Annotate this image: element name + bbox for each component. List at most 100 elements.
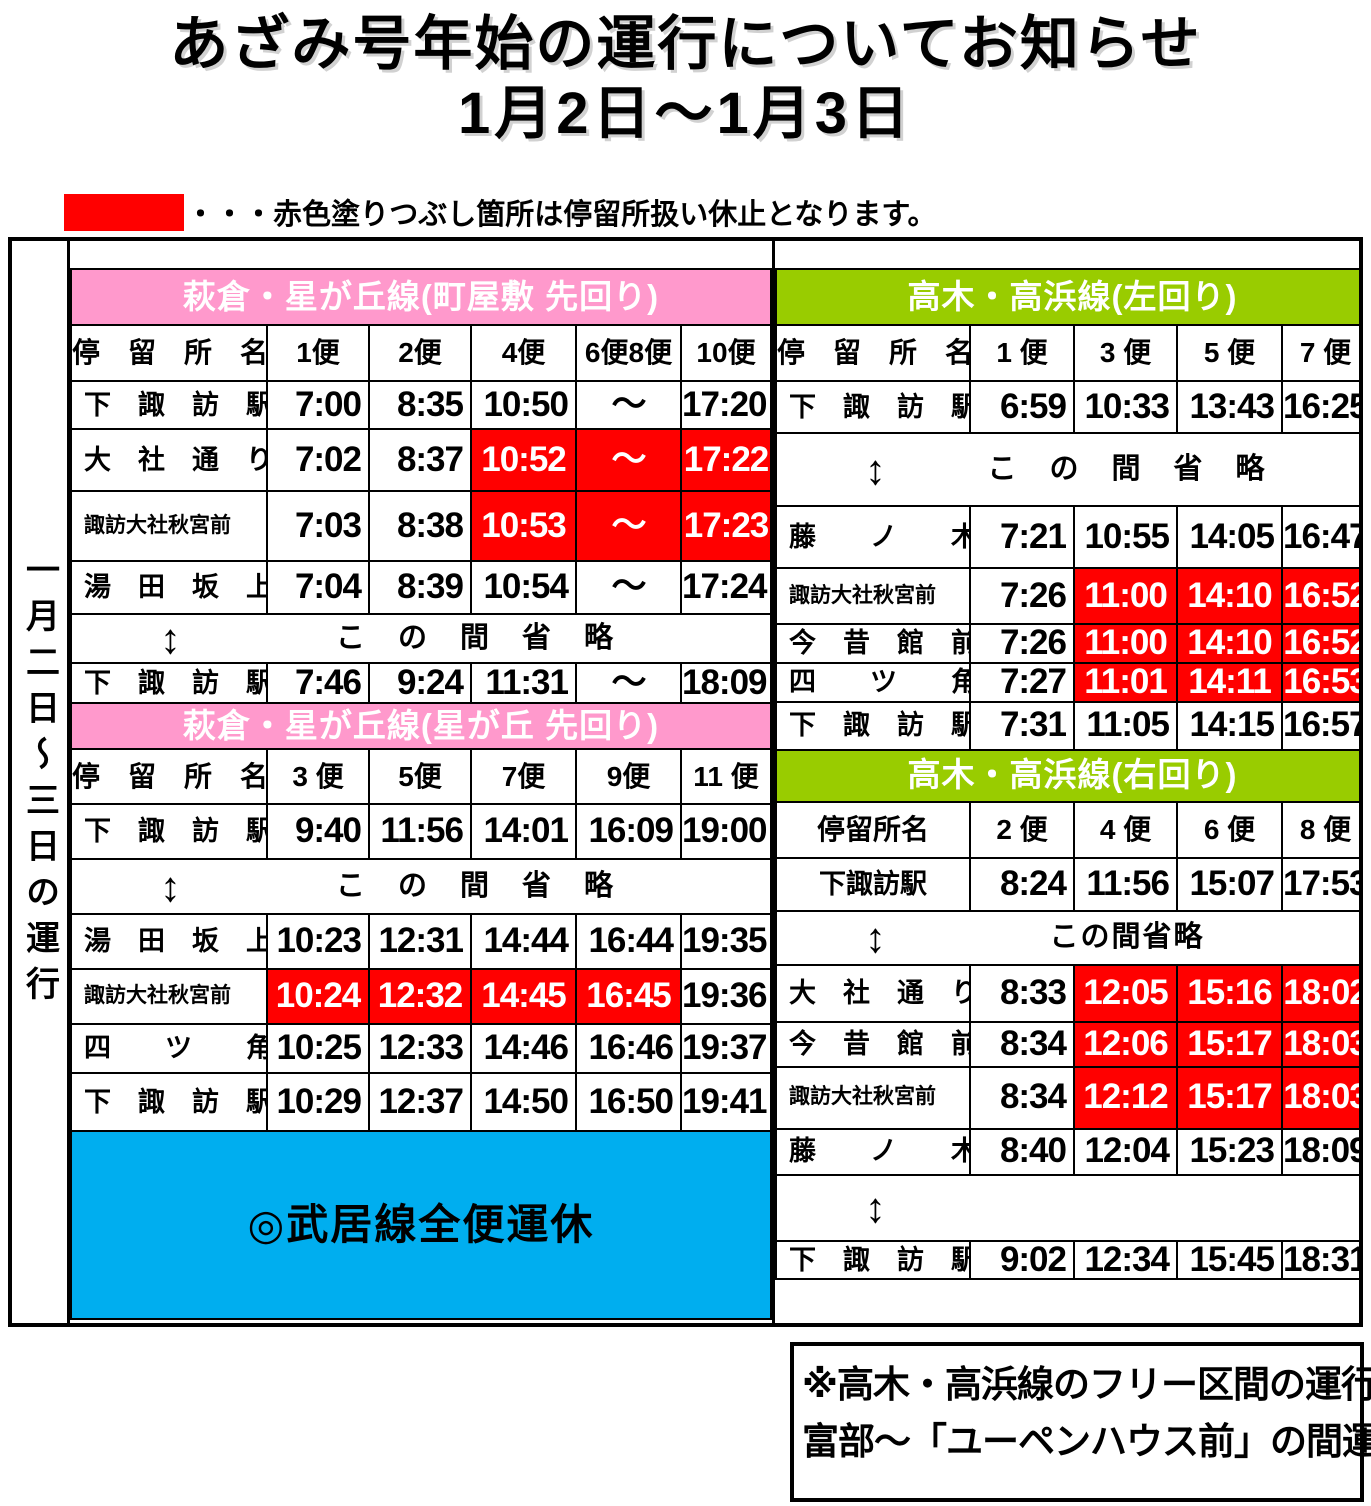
time-cell: 11:00 [1073,623,1178,664]
time-cell: ～ [575,490,682,562]
time-cell: 8:33 [969,963,1075,1023]
title-block: あざみ号年始の運行についてお知らせ 1月2日～1月3日 [0,10,1371,148]
time-cell: 14:45 [470,968,577,1025]
column-header-cell: 1 便 [969,324,1075,382]
skip-label: こ の 間 省 略 [335,870,615,903]
spacer-cell [776,1279,1359,1322]
time-cell: 16:52 [1281,567,1359,625]
time-cell: 7:02 [266,428,370,492]
time-cell: 7:31 [969,700,1075,751]
time-cell: 17:22 [680,428,772,492]
skip-row: ↕ こ の 間 省 略 [70,613,772,664]
time-cell: 19:35 [680,913,772,970]
column-header-cell: 2 便 [969,800,1075,859]
time-cell: ～ [575,662,682,704]
time-cell: 10:29 [266,1072,370,1132]
time-cell: 8:34 [969,1020,1075,1068]
time-cell: 11:56 [1073,856,1178,912]
time-cell: 16:57 [1281,700,1359,751]
double-arrow-icon: ↕ [160,862,181,910]
time-cell: 16:25 [1281,380,1359,434]
time-cell: 18:03 [1281,1065,1359,1130]
time-cell: 15:45 [1176,1239,1283,1281]
time-cell: 11:05 [1073,700,1178,751]
side-label-text: 一月二日～三日の運行 [20,552,59,1012]
skip-row: ↕ こ の 間 省 略 [775,432,1359,507]
time-cell: 9:40 [266,803,370,860]
time-cell: 14:01 [470,803,577,860]
time-cell: 15:07 [1176,856,1283,912]
time-cell: ～ [575,560,682,615]
time-cell: 8:40 [969,1127,1075,1176]
legend-text: ・・・赤色塗りつぶし箇所は停留所扱い休止となります。 [186,199,937,231]
time-cell: ～ [575,380,682,430]
station-cell: 下 諏 訪 駅 [775,380,971,434]
station-cell: 下 諏 訪 駅 [70,662,268,704]
column-header-cell: 5便 [368,748,472,805]
time-cell: 12:37 [368,1072,472,1132]
time-cell: 16:45 [575,968,682,1025]
time-cell: 7:21 [969,505,1075,569]
time-cell: 16:50 [575,1072,682,1132]
time-cell: 19:37 [680,1023,772,1074]
time-cell: 13:43 [1176,380,1283,434]
time-cell: 8:37 [368,428,472,492]
time-cell: 8:24 [969,856,1075,912]
station-cell: 湯 田 坂 上 [70,560,268,615]
time-cell: 19:00 [680,803,772,860]
time-cell: 7:46 [266,662,370,704]
time-cell: 14:10 [1176,567,1283,625]
time-cell: 7:00 [266,380,370,430]
time-cell: 9:24 [368,662,472,704]
time-cell: 14:10 [1176,623,1283,664]
time-cell: 10:54 [470,560,577,615]
suspended-line-notice: ◎武居線全便運休 [70,1130,772,1320]
free-section-footnote: ※高木・高浜線のフリー区間の運行は、 富部～「ユーペンハウス前」の間運行 [790,1342,1371,1502]
hagikura-hoshigaoka-timetable: 萩倉・星が丘線(町屋敷 先回り) 停 留 所 名 1便 2便 4便 6便8便 10便下 諏 … [70,241,772,1323]
time-cell: 8:34 [969,1065,1075,1130]
column-header-cell: 7便 [470,748,577,805]
station-cell: 下 諏 訪 駅 [70,1072,268,1132]
station-cell: 諏訪大社秋宮前 [775,1065,971,1130]
legend-red-swatch [64,193,184,231]
time-cell: 11:01 [1073,661,1178,703]
time-cell: 10:24 [266,968,370,1025]
station-cell: 四 ツ 角 [70,1023,268,1074]
page-title: あざみ号年始の運行についてお知らせ [169,11,1202,77]
station-cell: 下 諏 訪 駅 [775,1239,971,1281]
time-cell: 7:26 [969,623,1075,664]
station-cell: 大 社 通 り [70,428,268,492]
station-cell: 下 諏 訪 駅 [775,700,971,751]
time-cell: 17:23 [680,490,772,562]
spacer-cell [776,241,1359,269]
time-cell: 12:31 [368,913,472,970]
column-header-cell: 6便8便 [575,324,682,382]
time-cell: 9:02 [969,1239,1075,1281]
legend: ・・・赤色塗りつぶし箇所は停留所扱い休止となります。 [64,192,937,232]
column-header-cell: 6 便 [1176,800,1283,859]
time-cell: 18:02 [1281,963,1359,1023]
column-header-cell: 2便 [368,324,472,382]
time-cell: 16:53 [1281,661,1359,703]
station-cell: 諏訪大社秋宮前 [775,567,971,625]
column-header-cell: 1便 [266,324,370,382]
time-cell: 12:34 [1073,1239,1178,1281]
time-cell: 14:15 [1176,700,1283,751]
time-cell: 12:32 [368,968,472,1025]
time-cell: 7:03 [266,490,370,562]
station-cell: 下 諏 訪 駅 [70,803,268,860]
time-cell: 15:23 [1176,1127,1283,1176]
time-cell: 10:52 [470,428,577,492]
station-cell: 湯 田 坂 上 [70,913,268,970]
time-cell: 16:52 [1281,623,1359,664]
skip-row: ↕ [775,1173,1359,1242]
route-banner: 萩倉・星が丘線(星が丘 先回り) [70,702,772,750]
time-cell: 10:25 [266,1023,370,1074]
station-cell: 大 社 通 り [775,963,971,1023]
time-cell: 12:06 [1073,1020,1178,1068]
time-cell: 18:09 [680,662,772,704]
skip-label: こ の 間 省 略 [987,453,1267,486]
